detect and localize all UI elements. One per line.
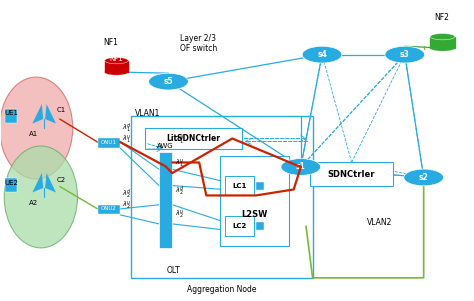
Text: ONU1: ONU1 <box>101 140 117 144</box>
Text: A1: A1 <box>29 131 38 137</box>
Text: C2: C2 <box>56 178 65 184</box>
Polygon shape <box>32 173 43 192</box>
Ellipse shape <box>0 77 73 179</box>
FancyBboxPatch shape <box>5 110 17 123</box>
Ellipse shape <box>105 69 128 75</box>
Ellipse shape <box>385 46 425 63</box>
FancyBboxPatch shape <box>310 163 393 186</box>
Text: $\lambda_1^d$: $\lambda_1^d$ <box>122 121 132 135</box>
Text: s2: s2 <box>419 173 428 182</box>
FancyBboxPatch shape <box>105 61 128 72</box>
Text: VLAN2: VLAN2 <box>367 218 392 227</box>
Text: OF switch: OF switch <box>180 44 218 53</box>
Ellipse shape <box>430 33 455 40</box>
FancyBboxPatch shape <box>225 176 254 195</box>
FancyBboxPatch shape <box>256 182 264 190</box>
Ellipse shape <box>430 45 455 51</box>
Text: AWG: AWG <box>157 143 174 149</box>
FancyBboxPatch shape <box>131 116 313 278</box>
Polygon shape <box>32 104 43 123</box>
Text: $\lambda_2^d$: $\lambda_2^d$ <box>122 187 132 200</box>
Ellipse shape <box>105 57 128 64</box>
Text: A2: A2 <box>29 200 38 206</box>
Text: $\lambda_1^u$: $\lambda_1^u$ <box>122 134 132 146</box>
Text: $\lambda_2^u$: $\lambda_2^u$ <box>174 209 184 221</box>
Text: SDNCtrler: SDNCtrler <box>328 170 375 179</box>
Text: $\lambda_2^u$: $\lambda_2^u$ <box>122 200 132 212</box>
Text: s3: s3 <box>400 50 410 59</box>
Ellipse shape <box>281 159 320 175</box>
Text: VLAN1: VLAN1 <box>136 109 161 118</box>
Ellipse shape <box>149 73 188 90</box>
Polygon shape <box>45 104 56 123</box>
Text: L2SW: L2SW <box>242 210 268 219</box>
Text: LC1: LC1 <box>232 183 246 189</box>
Text: $\lambda_2^d$: $\lambda_2^d$ <box>174 184 184 197</box>
Text: Aggregation Node: Aggregation Node <box>187 285 256 294</box>
Text: NF2: NF2 <box>434 13 449 22</box>
Ellipse shape <box>4 146 77 248</box>
Text: $\lambda_1^d$: $\lambda_1^d$ <box>174 133 184 147</box>
FancyBboxPatch shape <box>256 222 264 230</box>
FancyBboxPatch shape <box>98 138 120 147</box>
Text: $\lambda_1^u$: $\lambda_1^u$ <box>174 158 184 170</box>
Text: OLT: OLT <box>166 266 180 275</box>
FancyBboxPatch shape <box>5 178 17 191</box>
FancyBboxPatch shape <box>225 216 254 236</box>
Text: NF1: NF1 <box>103 38 118 47</box>
Text: LitSDNCtrler: LitSDNCtrler <box>166 134 220 143</box>
FancyBboxPatch shape <box>145 128 242 149</box>
FancyBboxPatch shape <box>220 157 289 247</box>
Text: s5: s5 <box>164 77 173 86</box>
FancyBboxPatch shape <box>98 205 120 214</box>
Text: s4: s4 <box>317 50 327 59</box>
Text: s1: s1 <box>296 163 306 172</box>
Text: NF1: NF1 <box>109 56 123 62</box>
Text: Layer 2/3: Layer 2/3 <box>180 34 216 43</box>
Polygon shape <box>45 173 56 192</box>
Text: LC2: LC2 <box>232 223 246 229</box>
Text: UE1: UE1 <box>4 110 18 116</box>
Ellipse shape <box>302 46 342 63</box>
FancyBboxPatch shape <box>159 152 172 248</box>
Text: ONU2: ONU2 <box>101 206 117 211</box>
Text: C1: C1 <box>56 107 66 113</box>
Ellipse shape <box>404 169 444 186</box>
Text: UE2: UE2 <box>4 180 18 185</box>
FancyBboxPatch shape <box>430 37 455 48</box>
